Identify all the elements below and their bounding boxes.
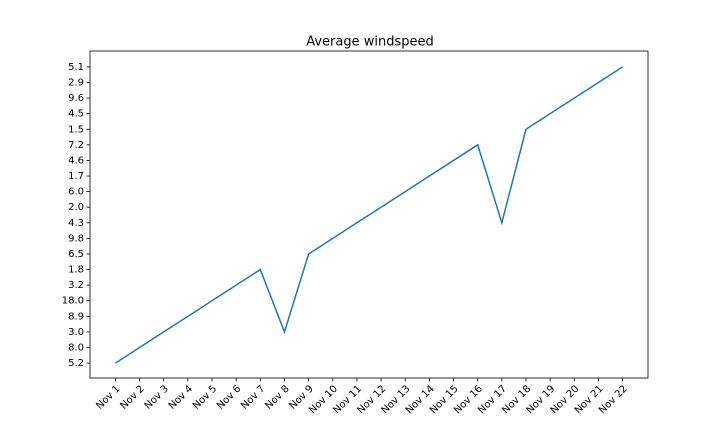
y-tick-label: 6.0 [68,187,84,198]
y-tick-label: 3.2 [68,280,84,291]
y-tick-label: 2.9 [68,77,84,88]
y-tick-label: 1.5 [68,124,84,135]
y-tick-label: 4.3 [68,218,84,229]
chart-title: Average windspeed [306,35,434,50]
y-tick-label: 2.0 [68,202,84,213]
line-series [114,66,624,364]
y-tick-label: 1.7 [68,171,84,182]
y-tick-label: 4.5 [68,109,84,120]
y-tick-label: 5.1 [68,62,84,73]
y-tick-label: 4.6 [68,155,84,166]
y-tick-label: 18.0 [62,296,84,307]
y-tick-label: 5.2 [68,358,84,369]
y-tick-label: 7.2 [68,140,84,151]
y-tick-label: 6.5 [68,249,84,260]
y-tick-label: 8.0 [68,343,84,354]
y-tick-label: 1.8 [68,265,84,276]
y-tick-label: 9.6 [68,93,84,104]
y-tick-label: 3.0 [68,327,84,338]
plot-frame [89,50,649,379]
y-tick-label: 9.8 [68,233,84,244]
y-tick-label: 8.9 [68,311,84,322]
